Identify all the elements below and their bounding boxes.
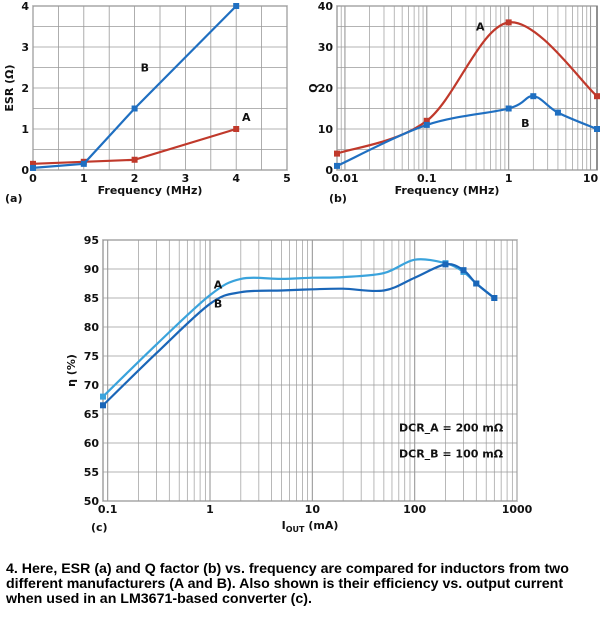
data-point-b-B <box>594 126 600 132</box>
x-tick-label-b: 0.01 <box>331 172 358 185</box>
x-tick-label-a: 3 <box>182 172 190 185</box>
data-point-a-A <box>30 160 36 167</box>
data-point-c-B <box>491 295 498 301</box>
data-point-c-B <box>442 261 449 268</box>
data-point-c-B <box>460 267 467 274</box>
series-label-b-A: A <box>476 21 485 34</box>
grid-c <box>102 239 518 502</box>
x-tick-label-a: 0 <box>29 172 37 185</box>
y-tick-label-a: 1 <box>21 123 29 136</box>
x-tick-label-c: 1 <box>206 503 214 516</box>
series-line-a-B <box>32 5 237 169</box>
plot-area-c <box>102 239 518 502</box>
y-tick-label-b: 20 <box>318 82 334 95</box>
y-tick-label-c: 75 <box>84 350 99 363</box>
y-tick-label-c: 70 <box>84 379 100 392</box>
data-point-b-B <box>423 121 430 128</box>
x-axis-label-a: Frequency (MHz) <box>98 184 203 197</box>
y-tick-label-a: 0 <box>21 164 29 177</box>
y-tick-label-c: 85 <box>84 292 99 305</box>
data-point-a-A <box>131 156 138 163</box>
data-point-b-B <box>530 93 537 100</box>
data-point-b-B <box>505 105 512 112</box>
x-tick-label-b: 0.1 <box>417 172 437 185</box>
y-tick-label-c: 95 <box>84 234 99 247</box>
series-label-b-B: B <box>521 117 529 130</box>
panel-label-c: (c) <box>91 521 108 534</box>
data-point-b-B <box>554 109 561 116</box>
x-tick-label-c: 100 <box>403 503 426 516</box>
x-tick-label-c: 1000 <box>502 503 533 516</box>
x-tick-label-c: 10 <box>305 503 321 516</box>
y-tick-label-a: 4 <box>21 0 29 13</box>
x-axis-label-b: Frequency (MHz) <box>395 184 500 197</box>
y-tick-label-b: 30 <box>318 41 334 54</box>
y-tick-label-b: 0 <box>325 164 333 177</box>
y-tick-label-c: 55 <box>84 466 99 479</box>
y-tick-label-c: 80 <box>84 321 100 334</box>
data-point-a-A <box>233 126 240 132</box>
y-tick-label-c: 65 <box>84 408 99 421</box>
data-point-c-B <box>100 402 106 409</box>
y-tick-label-b: 40 <box>318 0 334 13</box>
annotation-c-0: DCR_A = 200 mΩ <box>399 421 504 434</box>
x-tick-label-a: 2 <box>131 172 139 185</box>
data-point-b-A <box>423 117 430 124</box>
y-tick-label-c: 50 <box>84 495 100 508</box>
data-point-b-A <box>334 150 340 157</box>
y-axis-label-a: ESR (Ω) <box>3 64 16 111</box>
data-point-c-A <box>100 393 106 400</box>
panel-label-b: (b) <box>329 192 347 205</box>
y-tick-label-a: 3 <box>21 41 29 54</box>
series-line-a-A <box>32 127 237 165</box>
series-label-c-B: B <box>214 297 222 310</box>
x-axis-label-c: IOUT (mA) <box>282 519 339 534</box>
series-label-a-A: A <box>242 111 251 124</box>
data-point-a-B <box>80 160 87 167</box>
x-tick-label-c: 0.1 <box>98 503 118 516</box>
data-point-a-B <box>30 164 36 171</box>
y-tick-label-c: 90 <box>84 263 100 276</box>
annotation-c-1: DCR_B = 100 mΩ <box>399 448 504 461</box>
y-tick-label-b: 10 <box>318 123 334 136</box>
y-tick-label-c: 60 <box>84 437 100 450</box>
x-tick-label-a: 4 <box>232 172 240 185</box>
panel-label-a: (a) <box>5 192 22 205</box>
x-tick-label-a: 5 <box>283 172 291 185</box>
data-point-c-B <box>473 280 480 287</box>
data-point-a-B <box>233 3 240 9</box>
series-line-b-A <box>336 21 598 155</box>
data-point-b-A <box>594 93 600 100</box>
grid-a <box>32 5 288 171</box>
series-label-c-A: A <box>214 279 223 292</box>
figure-caption: 4. Here, ESR (a) and Q factor (b) vs. fr… <box>6 561 569 607</box>
x-tick-label-a: 1 <box>80 172 88 185</box>
data-point-b-B <box>334 162 340 169</box>
data-point-b-A <box>505 19 512 26</box>
x-tick-label-b: 1 <box>505 172 513 185</box>
y-tick-label-a: 2 <box>21 82 29 95</box>
y-axis-label-c: η (%) <box>65 354 78 387</box>
series-label-a-B: B <box>141 62 149 75</box>
grid-b <box>336 5 597 171</box>
x-tick-label-b: 10 <box>583 172 599 185</box>
data-point-a-B <box>131 105 138 112</box>
y-axis-label-b: Q <box>307 83 320 92</box>
